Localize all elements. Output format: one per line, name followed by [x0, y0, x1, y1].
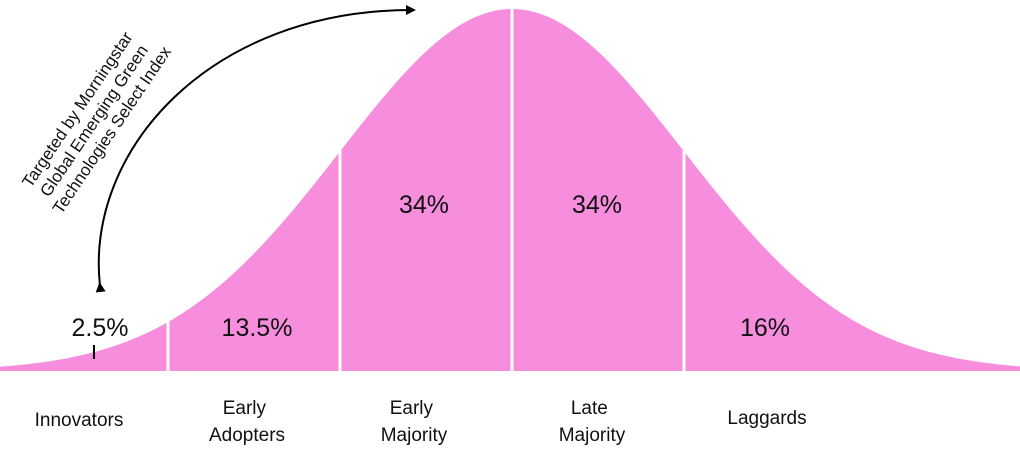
innovators-label-line-1: Innovators: [35, 410, 124, 431]
late-majority-label-line-2: Majority: [559, 425, 626, 446]
early-majority-label: Early Majority: [381, 398, 448, 446]
late-majority-percent: 34%: [572, 191, 622, 219]
early-majority-label-line-1: Early: [390, 398, 434, 419]
early-majority-percent: 34%: [399, 191, 449, 219]
early-adopters-label: Early Adopters: [209, 398, 285, 446]
laggards-label-line-1: Laggards: [727, 408, 806, 429]
innovators-label: Innovators: [35, 410, 124, 431]
late-majority-label-line-1: Late: [571, 398, 608, 419]
early-adopters-label-line-1: Early: [223, 398, 267, 419]
target-annotation: Targeted by Morningstar Global Emerging …: [16, 20, 176, 217]
laggards-label: Laggards: [727, 408, 806, 429]
laggards-percent: 16%: [740, 314, 790, 342]
early-adopters-percent: 13.5%: [222, 314, 293, 342]
target-annotation-line-2: Global Emerging Green: [36, 42, 152, 201]
innovators-percent: 2.5%: [72, 314, 129, 342]
late-majority-label: Late Majority: [559, 398, 626, 446]
early-adopters-label-line-2: Adopters: [209, 425, 285, 446]
early-majority-label-line-2: Majority: [381, 425, 448, 446]
target-range-arrow: [95, 5, 416, 293]
